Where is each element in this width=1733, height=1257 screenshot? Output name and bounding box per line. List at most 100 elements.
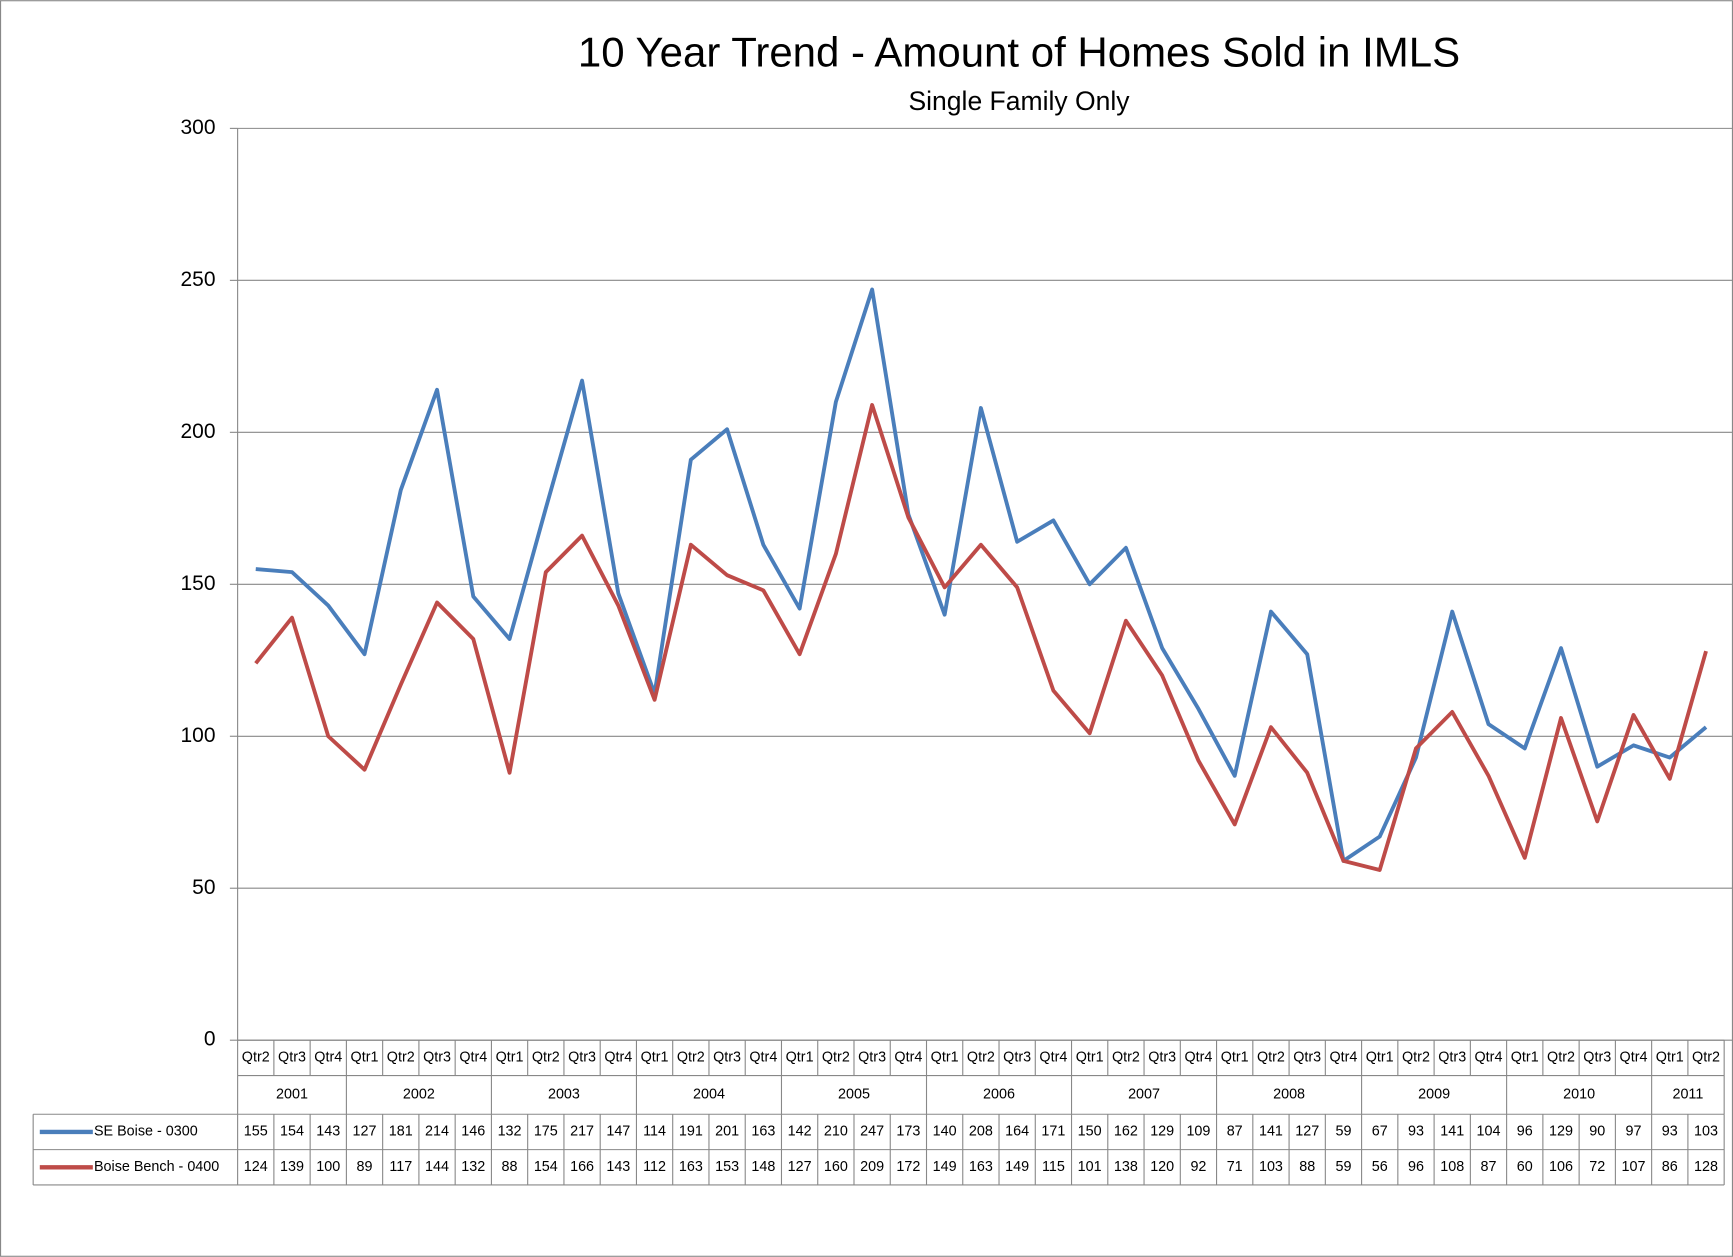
y-tick-label: 300: [181, 116, 216, 139]
table-value: 100: [316, 1159, 340, 1175]
table-value: 217: [570, 1124, 594, 1140]
year-label: 2005: [838, 1087, 870, 1103]
table-value: 148: [751, 1159, 775, 1175]
table-value: 132: [461, 1159, 485, 1175]
quarter-label: Qtr2: [967, 1050, 995, 1066]
legend-label: SE Boise - 0300: [94, 1124, 198, 1140]
quarter-label: Qtr4: [894, 1050, 922, 1066]
table-value: 106: [1549, 1159, 1573, 1175]
year-label: 2008: [1273, 1087, 1305, 1103]
table-value: 101: [1078, 1159, 1102, 1175]
table-value: 127: [1295, 1124, 1319, 1140]
table-value: 127: [353, 1124, 377, 1140]
table-value: 59: [1335, 1124, 1351, 1140]
chart-title: 10 Year Trend - Amount of Homes Sold in …: [578, 29, 1460, 76]
quarter-label: Qtr1: [786, 1050, 814, 1066]
table-value: 214: [425, 1124, 449, 1140]
quarter-label: Qtr3: [278, 1050, 306, 1066]
year-label: 2004: [693, 1087, 725, 1103]
table-value: 103: [1694, 1124, 1718, 1140]
table-value: 89: [357, 1159, 373, 1175]
table-value: 93: [1408, 1124, 1424, 1140]
year-label: 2003: [548, 1087, 580, 1103]
quarter-label: Qtr1: [496, 1050, 524, 1066]
year-label: 2007: [1128, 1087, 1160, 1103]
table-value: 59: [1335, 1159, 1351, 1175]
table-value: 141: [1440, 1124, 1464, 1140]
table-value: 120: [1150, 1159, 1174, 1175]
quarter-label: Qtr4: [459, 1050, 487, 1066]
quarter-label: Qtr2: [1112, 1050, 1140, 1066]
y-tick-label: 250: [181, 268, 216, 291]
y-tick-label: 200: [181, 420, 216, 443]
table-value: 153: [715, 1159, 739, 1175]
table-value: 93: [1662, 1124, 1678, 1140]
quarter-label: Qtr1: [1076, 1050, 1104, 1066]
quarter-label: Qtr3: [1003, 1050, 1031, 1066]
year-label: 2010: [1563, 1087, 1595, 1103]
chart-subtitle: Single Family Only: [908, 86, 1130, 116]
table-value: 147: [606, 1124, 630, 1140]
y-tick-label: 50: [192, 876, 215, 899]
table-value: 86: [1662, 1159, 1678, 1175]
quarter-label: Qtr1: [641, 1050, 669, 1066]
table-value: 149: [933, 1159, 957, 1175]
table-value: 88: [1299, 1159, 1315, 1175]
quarter-label: Qtr2: [532, 1050, 560, 1066]
table-value: 181: [389, 1124, 413, 1140]
quarter-label: Qtr2: [242, 1050, 270, 1066]
quarter-label: Qtr2: [1692, 1050, 1720, 1066]
table-value: 108: [1440, 1159, 1464, 1175]
table-value: 146: [461, 1124, 485, 1140]
table-value: 56: [1372, 1159, 1388, 1175]
legend-label: Boise Bench - 0400: [94, 1159, 219, 1175]
quarter-label: Qtr4: [1039, 1050, 1067, 1066]
quarter-label: Qtr4: [1475, 1050, 1503, 1066]
table-value: 210: [824, 1124, 848, 1140]
table-value: 97: [1626, 1124, 1642, 1140]
quarter-label: Qtr4: [604, 1050, 632, 1066]
table-value: 60: [1517, 1159, 1533, 1175]
table-value: 143: [606, 1159, 630, 1175]
table-value: 107: [1622, 1159, 1646, 1175]
year-label: 2009: [1418, 1087, 1450, 1103]
table-value: 149: [1005, 1159, 1029, 1175]
table-value: 209: [860, 1159, 884, 1175]
table-value: 129: [1150, 1124, 1174, 1140]
table-value: 71: [1227, 1159, 1243, 1175]
quarter-label: Qtr2: [1402, 1050, 1430, 1066]
quarter-label: Qtr3: [1438, 1050, 1466, 1066]
table-value: 160: [824, 1159, 848, 1175]
table-value: 166: [570, 1159, 594, 1175]
table-value: 90: [1589, 1124, 1605, 1140]
table-value: 154: [280, 1124, 304, 1140]
quarter-label: Qtr1: [1366, 1050, 1394, 1066]
quarter-label: Qtr4: [1329, 1050, 1357, 1066]
table-value: 191: [679, 1124, 703, 1140]
table-value: 104: [1477, 1124, 1501, 1140]
table-value: 141: [1259, 1124, 1283, 1140]
table-value: 142: [788, 1124, 812, 1140]
quarter-label: Qtr1: [1656, 1050, 1684, 1066]
quarter-label: Qtr3: [1293, 1050, 1321, 1066]
table-value: 175: [534, 1124, 558, 1140]
table-value: 103: [1259, 1159, 1283, 1175]
table-value: 96: [1517, 1124, 1533, 1140]
quarter-label: Qtr4: [749, 1050, 777, 1066]
quarter-label: Qtr1: [1221, 1050, 1249, 1066]
quarter-label: Qtr3: [713, 1050, 741, 1066]
table-value: 140: [933, 1124, 957, 1140]
table-value: 128: [1694, 1159, 1718, 1175]
table-value: 117: [389, 1159, 412, 1175]
quarter-label: Qtr1: [351, 1050, 379, 1066]
table-value: 154: [534, 1159, 558, 1175]
y-tick-label: 100: [181, 724, 216, 747]
table-value: 132: [498, 1124, 522, 1140]
table-value: 88: [502, 1159, 518, 1175]
table-value: 172: [896, 1159, 920, 1175]
table-value: 163: [751, 1124, 775, 1140]
quarter-label: Qtr3: [423, 1050, 451, 1066]
table-value: 162: [1114, 1124, 1138, 1140]
table-value: 67: [1372, 1124, 1388, 1140]
table-value: 139: [280, 1159, 304, 1175]
